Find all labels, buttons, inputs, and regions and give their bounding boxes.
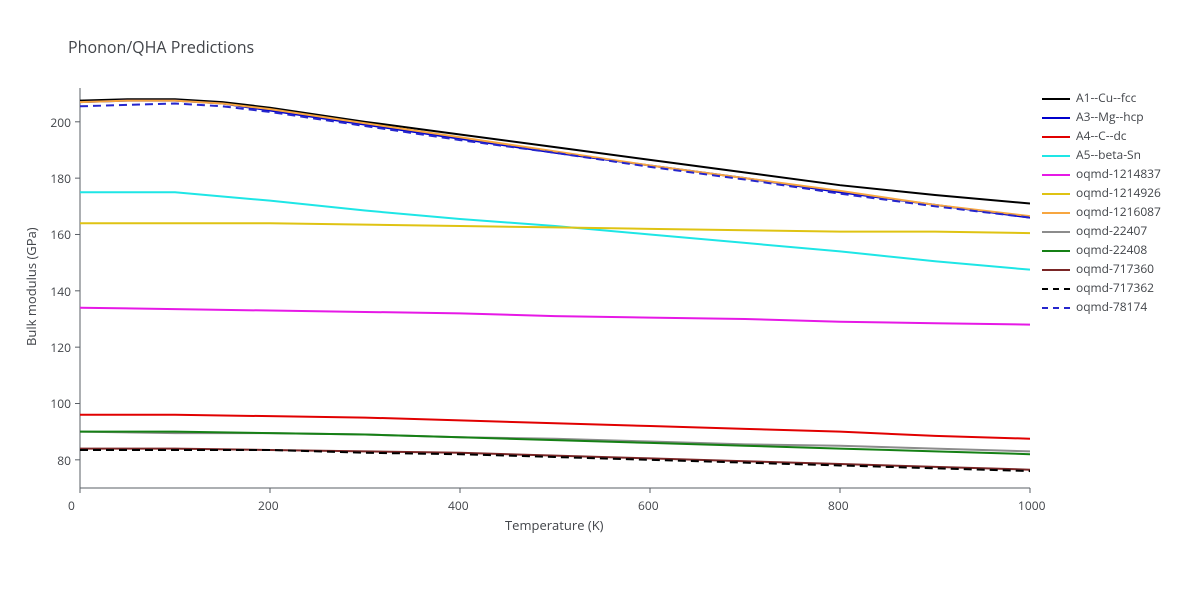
y-tick-label: 100	[50, 395, 71, 412]
x-axis-label: Temperature (K)	[505, 516, 604, 534]
series-line[interactable]	[80, 101, 1030, 216]
series-line[interactable]	[80, 223, 1030, 233]
x-tick-label: 800	[828, 497, 849, 514]
legend-item[interactable]: A5--beta-Sn	[1042, 145, 1161, 164]
legend-swatch	[1042, 262, 1070, 276]
legend-item[interactable]: oqmd-717362	[1042, 278, 1161, 297]
legend-label: oqmd-22407	[1076, 222, 1147, 239]
legend-swatch	[1042, 91, 1070, 105]
legend-swatch	[1042, 243, 1070, 257]
legend-label: oqmd-717362	[1076, 279, 1154, 296]
y-tick-label: 80	[57, 452, 71, 469]
y-axis-label: Bulk modulus (GPa)	[22, 227, 40, 346]
legend-swatch	[1042, 281, 1070, 295]
legend-label: oqmd-1216087	[1076, 203, 1161, 220]
legend-item[interactable]: oqmd-22407	[1042, 221, 1161, 240]
legend-label: oqmd-22408	[1076, 241, 1147, 258]
y-tick-label: 160	[50, 226, 71, 243]
legend-swatch	[1042, 224, 1070, 238]
x-tick-label: 600	[638, 497, 659, 514]
legend-item[interactable]: oqmd-1214926	[1042, 183, 1161, 202]
legend-swatch	[1042, 148, 1070, 162]
series-line[interactable]	[80, 308, 1030, 325]
y-tick-label: 200	[50, 114, 71, 131]
legend-label: oqmd-1214837	[1076, 165, 1161, 182]
y-tick-label: 140	[50, 283, 71, 300]
legend-swatch	[1042, 129, 1070, 143]
legend-item[interactable]: oqmd-1216087	[1042, 202, 1161, 221]
legend-item[interactable]: oqmd-22408	[1042, 240, 1161, 259]
series-line[interactable]	[80, 415, 1030, 439]
legend: A1--Cu--fcc A3--Mg--hcp A4--C--dc A5--beta-…	[1042, 88, 1161, 316]
legend-item[interactable]: A3--Mg--hcp	[1042, 107, 1161, 126]
legend-swatch	[1042, 205, 1070, 219]
legend-swatch	[1042, 167, 1070, 181]
legend-swatch	[1042, 300, 1070, 314]
legend-item[interactable]: oqmd-78174	[1042, 297, 1161, 316]
legend-label: A5--beta-Sn	[1076, 146, 1141, 163]
legend-swatch	[1042, 186, 1070, 200]
series-line[interactable]	[80, 450, 1030, 471]
legend-item[interactable]: oqmd-1214837	[1042, 164, 1161, 183]
legend-label: A3--Mg--hcp	[1076, 108, 1144, 125]
x-tick-label: 0	[68, 497, 75, 514]
series-line[interactable]	[80, 103, 1030, 217]
legend-label: oqmd-78174	[1076, 298, 1147, 315]
legend-item[interactable]: oqmd-717360	[1042, 259, 1161, 278]
legend-item[interactable]: A4--C--dc	[1042, 126, 1161, 145]
legend-label: oqmd-717360	[1076, 260, 1154, 277]
legend-label: A1--Cu--fcc	[1076, 89, 1136, 106]
series-line[interactable]	[80, 432, 1030, 455]
legend-swatch	[1042, 110, 1070, 124]
x-tick-label: 1000	[1018, 497, 1045, 514]
legend-label: A4--C--dc	[1076, 127, 1127, 144]
x-tick-label: 200	[258, 497, 279, 514]
legend-item[interactable]: A1--Cu--fcc	[1042, 88, 1161, 107]
y-tick-label: 120	[50, 339, 71, 356]
chart-container: Phonon/QHA Predictions Bulk modulus (GPa…	[0, 0, 1200, 600]
series-line[interactable]	[80, 101, 1030, 218]
x-tick-label: 400	[448, 497, 469, 514]
legend-label: oqmd-1214926	[1076, 184, 1161, 201]
y-tick-label: 180	[50, 170, 71, 187]
